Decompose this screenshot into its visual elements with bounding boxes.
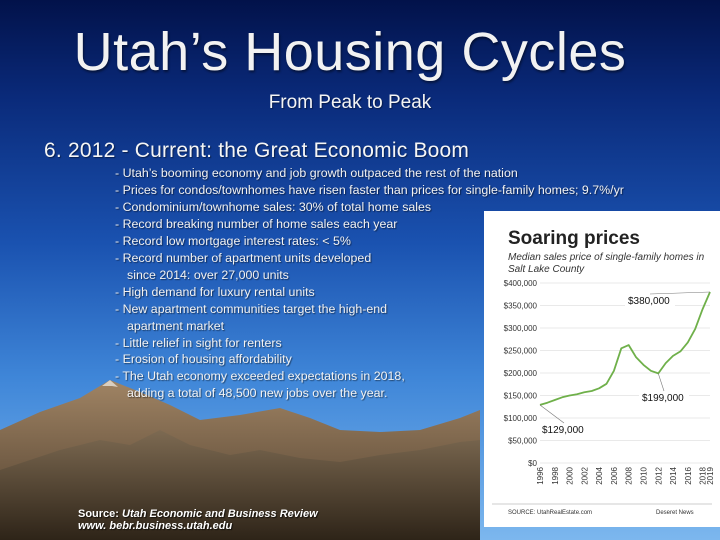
x-axis-ticks: 1996 1998 2000 2002 2004 2006 2008 2010 2012 2014… bbox=[536, 466, 715, 484]
bullet-text: - High demand for luxury rental units bbox=[115, 284, 315, 299]
y-tick-label: $0 bbox=[528, 459, 537, 468]
x-tick-label: 2002 bbox=[580, 466, 589, 484]
annotation-box bbox=[639, 391, 689, 404]
bullet-text: - Little relief in sight for renters bbox=[115, 335, 282, 350]
annotation-label: $129,000 bbox=[542, 425, 584, 436]
chart-annotations: $380,000 $199,000 $129,000 bbox=[539, 291, 711, 436]
bullet-text: - New apartment communities target the h… bbox=[115, 301, 388, 316]
x-tick-label: 2004 bbox=[595, 466, 604, 484]
chart-footer-source: SOURCE: UtahRealEstate.com bbox=[508, 510, 592, 516]
annotation-label: $380,000 bbox=[628, 296, 670, 307]
bullet-text: - Erosion of housing affordability bbox=[115, 352, 292, 367]
y-tick-label: $50,000 bbox=[508, 437, 537, 446]
annotation-leader bbox=[649, 291, 711, 295]
x-tick-label: 2014 bbox=[669, 466, 678, 484]
x-tick-label: 1998 bbox=[551, 466, 560, 484]
bullet-item: - Prices for condos/townhomes have risen… bbox=[115, 182, 624, 199]
source-citation: Source: Utah Economic and Business Revie… bbox=[78, 508, 318, 532]
annotation-box bbox=[539, 423, 589, 436]
bullet-item: - Little relief in sight for renters bbox=[115, 335, 624, 352]
source-label: Source: bbox=[78, 508, 123, 520]
bullet-continuation: apartment market bbox=[127, 318, 225, 333]
bullet-text: - Record number of apartment units devel… bbox=[115, 250, 372, 265]
bullet-item: - High demand for luxury rental units bbox=[115, 284, 624, 301]
x-tick-label: 2010 bbox=[639, 466, 648, 484]
x-tick-label: 1996 bbox=[536, 466, 545, 484]
bullet-text: - Record low mortgage interest rates: < … bbox=[115, 233, 351, 248]
bullet-text: - Record breaking number of home sales e… bbox=[115, 216, 398, 231]
chart-subtitle-line: Median sales price of single-family home… bbox=[508, 252, 705, 263]
price-chart-svg: Soaring prices Median sales price of sin… bbox=[492, 228, 715, 516]
y-tick-label: $100,000 bbox=[504, 414, 538, 423]
annotation-leader bbox=[539, 404, 565, 424]
section-heading: 6. 2012 - Current: the Great Economic Bo… bbox=[44, 139, 470, 162]
x-tick-label: 2012 bbox=[654, 466, 663, 484]
y-tick-label: $350,000 bbox=[504, 302, 538, 311]
annotation-leader bbox=[657, 373, 665, 392]
bullet-item: - Utah’s booming economy and job growth … bbox=[115, 165, 624, 182]
bullet-item: - Erosion of housing affordability bbox=[115, 351, 624, 368]
annotation-box bbox=[625, 294, 675, 307]
y-tick-label: $300,000 bbox=[504, 324, 538, 333]
bullet-text: - Utah’s booming economy and job growth … bbox=[115, 166, 518, 180]
bullet-text: - Condominium/townhome sales: 30% of tot… bbox=[115, 199, 432, 214]
chart-title: Soaring prices bbox=[508, 228, 640, 249]
price-series bbox=[539, 291, 711, 406]
bullet-continuation: since 2014: over 27,000 units bbox=[127, 267, 289, 282]
bullet-item: - New apartment communities target the h… bbox=[115, 301, 624, 335]
x-tick-label: 2016 bbox=[684, 466, 693, 484]
x-tick-label: 2006 bbox=[610, 466, 619, 484]
source-publication: Utah Economic and Business Review bbox=[122, 508, 318, 520]
bullet-continuation: adding a total of 48,500 new jobs over t… bbox=[127, 386, 388, 401]
slide-title: Utah’s Housing Cycles bbox=[73, 22, 627, 82]
x-tick-label: 2008 bbox=[625, 466, 634, 484]
chart-footer-credit: Deseret News bbox=[656, 510, 694, 516]
x-tick-label: 2000 bbox=[566, 466, 575, 484]
y-tick-label: $200,000 bbox=[504, 369, 538, 378]
bullet-item: - Condominium/townhome sales: 30% of tot… bbox=[115, 199, 624, 216]
source-website: www. bebr.business.utah.edu bbox=[78, 520, 233, 532]
bullet-item: - Record number of apartment units devel… bbox=[115, 250, 624, 284]
bullet-list: - Utah’s booming economy and job growth … bbox=[115, 165, 624, 402]
bullet-text: - The Utah economy exceeded expectations… bbox=[115, 369, 405, 384]
x-tick-label: 2019 bbox=[706, 466, 715, 484]
x-tick-label: 2018 bbox=[699, 466, 708, 484]
bullet-item: - Record low mortgage interest rates: < … bbox=[115, 233, 624, 250]
y-axis-ticks: $0 $50,000 $100,000 $150,000 $200,000 $250,00… bbox=[504, 279, 538, 468]
bullet-item: - Record breaking number of home sales e… bbox=[115, 216, 624, 233]
slide-subtitle: From Peak to Peak bbox=[268, 92, 432, 113]
y-tick-label: $250,000 bbox=[504, 347, 538, 356]
price-chart: Soaring prices Median sales price of sin… bbox=[484, 211, 720, 527]
y-tick-label: $150,000 bbox=[504, 392, 538, 401]
price-line bbox=[539, 291, 711, 406]
chart-subtitle-line: Salt Lake County bbox=[508, 264, 585, 275]
bullet-item: - The Utah economy exceeded expectations… bbox=[115, 368, 624, 402]
annotation-label: $199,000 bbox=[642, 393, 684, 404]
bullet-text: - Prices for condos/townhomes have risen… bbox=[115, 182, 624, 197]
y-tick-label: $400,000 bbox=[504, 279, 538, 288]
